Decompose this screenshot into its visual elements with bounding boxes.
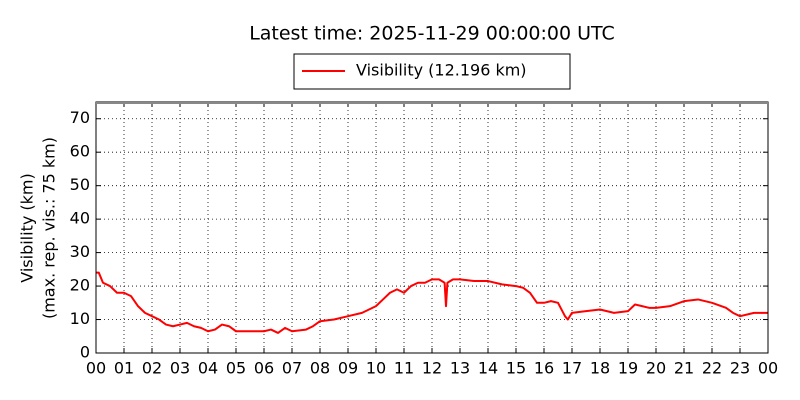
data-line [96,271,768,334]
y-tick-label: 30 [70,242,90,261]
y-tick-label: 60 [70,142,90,161]
y-tick-label: 10 [70,309,90,328]
x-tick-label: 03 [170,359,190,378]
x-tick-label: 12 [422,359,442,378]
x-tick-label: 21 [674,359,694,378]
x-tick-label: 18 [590,359,610,378]
x-tick-label: 07 [282,359,302,378]
x-tick-label: 10 [366,359,386,378]
x-tick-label: 08 [310,359,330,378]
y-tick-label: 40 [70,209,90,228]
chart-title: Latest time: 2025-11-29 00:00:00 UTC [249,23,615,45]
x-tick-label: 19 [618,359,638,378]
x-tick-label: 17 [562,359,582,378]
legend-label: Visibility (12.196 km) [356,61,527,80]
x-tick-label: 05 [226,359,246,378]
x-tick-label: 11 [394,359,414,378]
y-tick-label: 20 [70,276,90,295]
x-tick-label: 22 [702,359,722,378]
x-tick-label: 04 [198,359,218,378]
x-tick-label: 15 [506,359,526,378]
y-axis-label: Visibility (km) [18,173,37,282]
x-tick-label: 16 [534,359,554,378]
x-tick-label: 01 [114,359,134,378]
x-tick-label: 02 [142,359,162,378]
x-tick-label: 23 [730,359,750,378]
x-tick-label: 09 [338,359,358,378]
x-tick-label: 00 [86,359,106,378]
y-axis-label: (max. rep. vis.: 75 km) [40,137,59,319]
x-tick-label: 14 [478,359,498,378]
y-tick-label: 0 [80,343,90,362]
x-tick-label: 13 [450,359,470,378]
x-tick-label: 00 [758,359,778,378]
x-tick-label: 06 [254,359,274,378]
y-tick-label: 50 [70,175,90,194]
y-tick-label: 70 [70,108,90,127]
x-tick-label: 20 [646,359,666,378]
